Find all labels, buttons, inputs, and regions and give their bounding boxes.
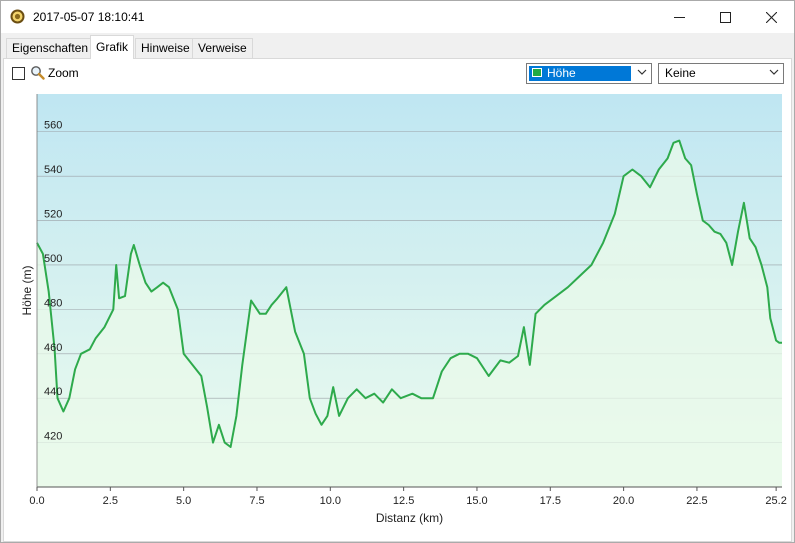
series-select[interactable]: Höhe [526, 63, 652, 84]
tab-grafik[interactable]: Grafik [90, 35, 135, 59]
y-tick-label: 480 [44, 297, 62, 309]
y-tick-label: 500 [44, 253, 62, 265]
y-tick-label: 440 [44, 386, 62, 398]
tab-hinweise[interactable]: Hinweise [135, 38, 196, 58]
app-geocache-icon [10, 9, 25, 24]
tab-strip: Eigenschaften Grafik Hinweise Verweise [1, 33, 794, 59]
y-tick-label: 560 [44, 120, 62, 132]
close-button[interactable] [748, 1, 794, 33]
x-tick-label: 25.2 [765, 495, 786, 507]
zoom-label: Zoom [48, 66, 79, 80]
x-tick-label: 5.0 [176, 495, 191, 507]
window-title: 2017-05-07 18:10:41 [33, 10, 145, 24]
minimize-icon [673, 16, 685, 18]
series-color-swatch [532, 68, 542, 77]
tab-verweise[interactable]: Verweise [192, 38, 253, 58]
x-tick-label: 22.5 [686, 495, 707, 507]
series-select-highlight [529, 66, 631, 81]
x-tick-label: 17.5 [540, 495, 561, 507]
minimize-button[interactable] [656, 1, 702, 33]
close-icon [765, 11, 777, 23]
second-series-select[interactable]: Keine [658, 63, 784, 84]
series-select-value: Höhe [547, 66, 576, 80]
zoom-checkbox[interactable] [12, 67, 25, 80]
elevation-chart: 420 440 460 480 500 520 540 560 0.0 2.5 5.0 7.5 10.0… [20, 94, 787, 525]
maximize-icon [719, 11, 731, 23]
x-tick-label: 20.0 [613, 495, 634, 507]
tab-eigenschaften[interactable]: Eigenschaften [6, 38, 95, 58]
y-tick-label: 460 [44, 342, 62, 354]
x-tick-label: 7.5 [249, 495, 264, 507]
x-tick-label: 0.0 [29, 495, 44, 507]
elevation-line [36, 139, 782, 448]
x-tick-label: 2.5 [103, 495, 118, 507]
second-select-value: Keine [665, 66, 696, 80]
x-tick-label: 10.0 [320, 495, 341, 507]
x-axis-title: Distanz (km) [376, 511, 443, 525]
elevation-area [37, 140, 782, 487]
y-tick-label: 520 [44, 209, 62, 221]
magnifier-icon [31, 66, 45, 80]
x-tick-label: 12.5 [393, 495, 414, 507]
chevron-down-icon [637, 69, 647, 75]
title-bar[interactable]: 2017-05-07 18:10:41 [1, 1, 794, 33]
y-tick-label: 420 [44, 431, 62, 443]
y-axis-title: Höhe (m) [20, 265, 34, 315]
y-tick-label: 540 [44, 164, 62, 176]
chevron-down-icon [769, 69, 779, 75]
maximize-button[interactable] [702, 1, 748, 33]
x-tick-label: 15.0 [466, 495, 487, 507]
